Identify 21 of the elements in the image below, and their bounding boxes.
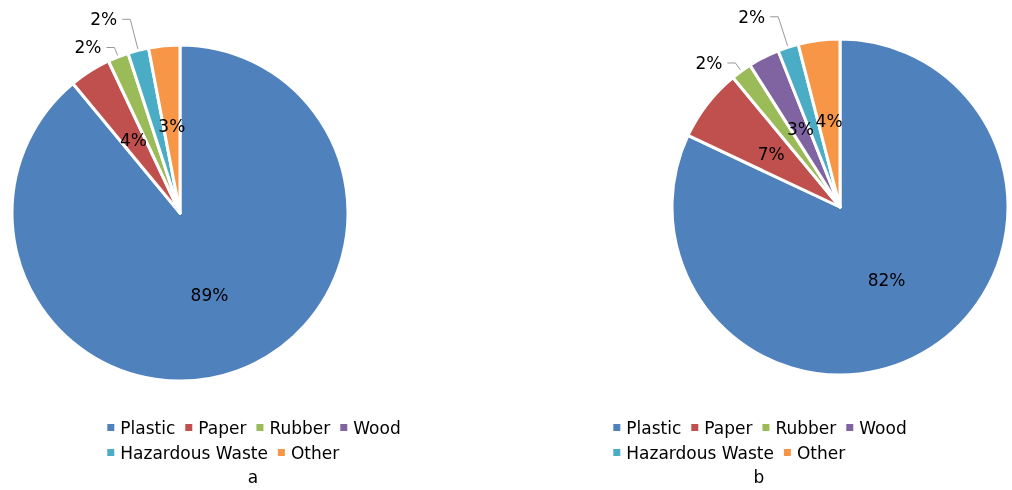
legend-label: Plastic: [626, 417, 682, 438]
data-label: 89%: [190, 284, 229, 305]
legend-label: Paper: [198, 417, 247, 438]
text: a: [247, 466, 259, 487]
data-label: 2%: [74, 37, 102, 58]
legend-label: Rubber: [775, 417, 837, 438]
legend-label: Rubber: [269, 417, 331, 438]
text: b: [753, 466, 765, 487]
legend-label: Wood: [859, 417, 907, 438]
data-label: 2%: [738, 6, 766, 27]
data-label: 7%: [757, 143, 785, 164]
legend-label: Hazardous Waste: [120, 442, 268, 463]
data-label: 2%: [695, 52, 723, 73]
legend-label: Hazardous Waste: [626, 442, 774, 463]
data-label: 82%: [867, 270, 906, 291]
legend-label: Wood: [353, 417, 401, 438]
legend-label: Plastic: [120, 417, 176, 438]
legend-label: Other: [290, 442, 340, 463]
legend-label: Paper: [704, 417, 753, 438]
legend-label: Other: [796, 442, 846, 463]
data-label: 2%: [90, 9, 118, 30]
